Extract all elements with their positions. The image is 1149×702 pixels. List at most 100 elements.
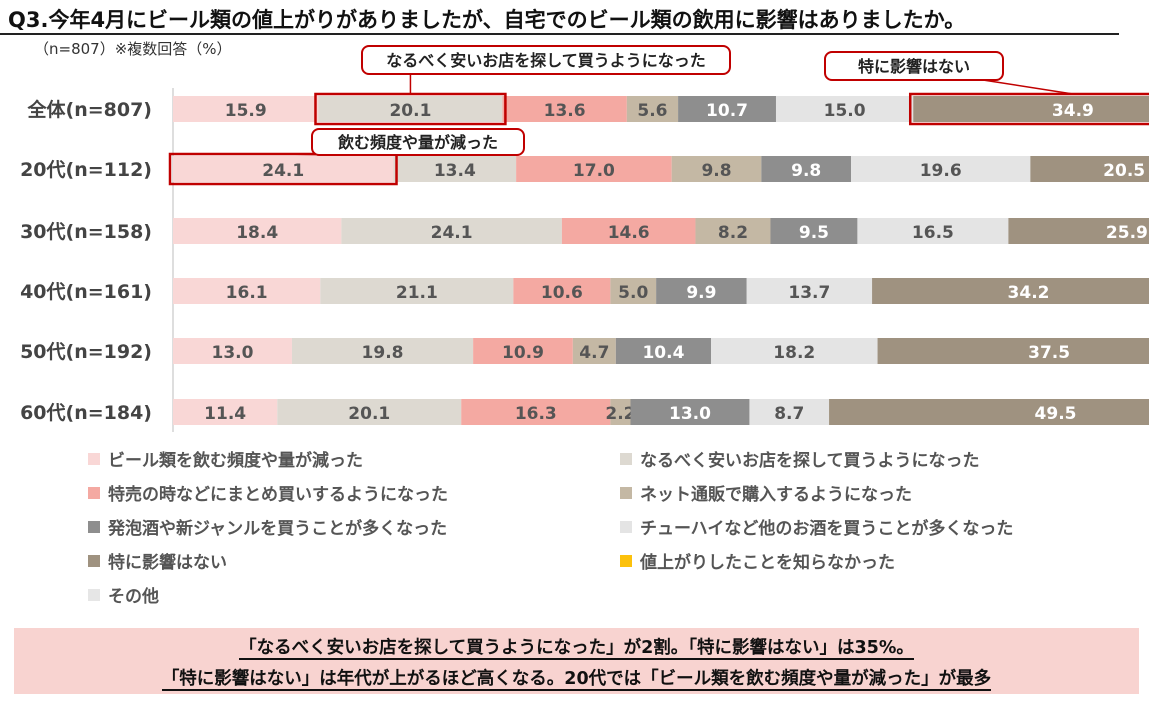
data-label: 10.9 bbox=[502, 343, 544, 363]
category-label: 60代(n=184) bbox=[20, 402, 152, 424]
data-label: 13.6 bbox=[544, 101, 586, 121]
legend-label: チューハイなど他のお酒を買うことが多くなった bbox=[640, 519, 1014, 539]
bar-segment bbox=[746, 278, 873, 304]
legend-item: ネット通販で購入するようになった bbox=[620, 480, 912, 505]
bar-segment bbox=[173, 156, 394, 182]
data-label: 5.0 bbox=[618, 283, 648, 303]
bar-segment bbox=[1030, 156, 1149, 182]
bar-segment bbox=[671, 156, 762, 182]
category-label: 30代(n=158) bbox=[20, 221, 152, 243]
legend-item: なるべく安いお店を探して買うようになった bbox=[620, 446, 980, 471]
chart-legend: ビール類を飲む頻度や量が減った なるべく安いお店を探して買うようになった 特売の時な… bbox=[88, 446, 1128, 616]
bar-segment bbox=[749, 399, 830, 425]
data-label: 10.6 bbox=[541, 283, 583, 303]
chart-title: Q3.今年4月にビール類の値上がりがありましたが、自宅でのビール類の飲用に影響は… bbox=[8, 8, 966, 32]
data-label: 25.9 bbox=[1106, 223, 1148, 243]
data-label: 19.8 bbox=[362, 343, 404, 363]
data-label: 8.7 bbox=[774, 404, 804, 424]
data-label: 15.9 bbox=[225, 101, 267, 121]
legend-item: チューハイなど他のお酒を買うことが多くなった bbox=[620, 514, 1013, 539]
bar-segment bbox=[473, 338, 573, 364]
data-label: 9.8 bbox=[791, 161, 821, 181]
bar-segment bbox=[173, 338, 292, 364]
callout-box bbox=[824, 51, 1004, 81]
legend-label: ビール類を飲む頻度や量が減った bbox=[108, 451, 363, 471]
stacked-bar-chart: 全体(n=807)15.920.113.65.610.715.034.98.80… bbox=[20, 45, 1149, 432]
legend-label: なるべく安いお店を探して買うようになった bbox=[640, 451, 980, 471]
legend-label: 特に影響はない bbox=[108, 553, 227, 573]
data-label: 37.5 bbox=[1028, 343, 1070, 363]
conclusion-box: 「なるべく安いお店を探して買うようになった」が2割。「特に影響はない」は35%。… bbox=[14, 628, 1139, 694]
callout-text: 特に影響はない bbox=[858, 57, 970, 76]
data-label: 17.0 bbox=[573, 161, 615, 181]
legend-item: その他 bbox=[88, 582, 159, 607]
bar-segment bbox=[711, 338, 878, 364]
bar-segment bbox=[318, 96, 503, 122]
callout-text: なるべく安いお店を探して買うようになった bbox=[386, 51, 706, 70]
data-label: 34.2 bbox=[1008, 283, 1050, 303]
bar-segment bbox=[277, 399, 462, 425]
conclusion-line-1: 「なるべく安いお店を探して買うようになった」が2割。「特に影響はない」は35%。 bbox=[239, 638, 914, 660]
data-label: 20.5 bbox=[1103, 161, 1145, 181]
data-label: 10.7 bbox=[706, 101, 748, 121]
legend-swatch bbox=[88, 554, 100, 567]
data-label: 21.1 bbox=[396, 283, 438, 303]
legend-swatch bbox=[88, 452, 100, 465]
data-label: 34.9 bbox=[1052, 101, 1094, 121]
data-label: 16.1 bbox=[226, 283, 268, 303]
bar-segment bbox=[513, 278, 611, 304]
bar-segment bbox=[610, 278, 657, 304]
data-label: 13.4 bbox=[434, 161, 476, 181]
data-label: 13.0 bbox=[211, 343, 253, 363]
bar-segment bbox=[461, 399, 611, 425]
legend-swatch bbox=[620, 520, 632, 533]
conclusion-line-2: 「特に影響はない」は年代が上がるほど高くなる。20代では「ビール類を飲む頻度や量… bbox=[161, 669, 992, 691]
data-label: 18.4 bbox=[236, 223, 278, 243]
data-label: 49.5 bbox=[1035, 404, 1077, 424]
bar-segment bbox=[173, 278, 321, 304]
bar-segment bbox=[851, 156, 1031, 182]
bar-segment bbox=[1008, 218, 1149, 244]
callout-connector bbox=[982, 79, 1074, 95]
legend-item: 特に影響はない bbox=[88, 548, 227, 573]
bar-segment bbox=[173, 96, 319, 122]
legend-label: その他 bbox=[108, 587, 159, 607]
data-label: 20.1 bbox=[389, 101, 431, 121]
bar-segment bbox=[341, 218, 562, 244]
legend-label: ネット通販で購入するようになった bbox=[640, 485, 912, 505]
bar-segment bbox=[610, 399, 631, 425]
bar-segment bbox=[173, 399, 278, 425]
category-label: 20代(n=112) bbox=[20, 159, 152, 181]
bar-segment bbox=[572, 338, 616, 364]
bar-segment bbox=[320, 278, 514, 304]
bar-segment bbox=[615, 338, 712, 364]
category-label: 50代(n=192) bbox=[20, 341, 152, 363]
data-label: 18.2 bbox=[773, 343, 815, 363]
bar-segment bbox=[872, 278, 1149, 304]
data-label: 16.5 bbox=[912, 223, 954, 243]
bar-segment bbox=[877, 338, 1149, 364]
legend-item: 発泡酒や新ジャンルを買うことが多くなった bbox=[88, 514, 447, 539]
legend-swatch bbox=[620, 554, 632, 567]
legend-label: 発泡酒や新ジャンルを買うことが多くなった bbox=[108, 519, 448, 539]
bar-segment bbox=[656, 278, 747, 304]
bar-segment bbox=[291, 338, 474, 364]
legend-swatch bbox=[88, 588, 100, 601]
bar-segment bbox=[775, 96, 914, 122]
data-label: 4.7 bbox=[579, 343, 609, 363]
data-label: 11.4 bbox=[204, 404, 246, 424]
bar-segment bbox=[393, 156, 517, 182]
data-label: 9.9 bbox=[686, 283, 716, 303]
bar-segment bbox=[561, 218, 696, 244]
data-label: 10.4 bbox=[642, 343, 684, 363]
data-label: 13.7 bbox=[788, 283, 830, 303]
bar-segment bbox=[761, 156, 852, 182]
data-label: 15.0 bbox=[824, 101, 866, 121]
bar-segment bbox=[516, 156, 672, 182]
data-label: 13.0 bbox=[669, 404, 711, 424]
legend-swatch bbox=[88, 520, 100, 533]
bar-segment bbox=[173, 218, 342, 244]
bar-segment bbox=[770, 218, 858, 244]
title-underline bbox=[0, 33, 1119, 35]
data-label: 2.2 bbox=[605, 404, 635, 424]
